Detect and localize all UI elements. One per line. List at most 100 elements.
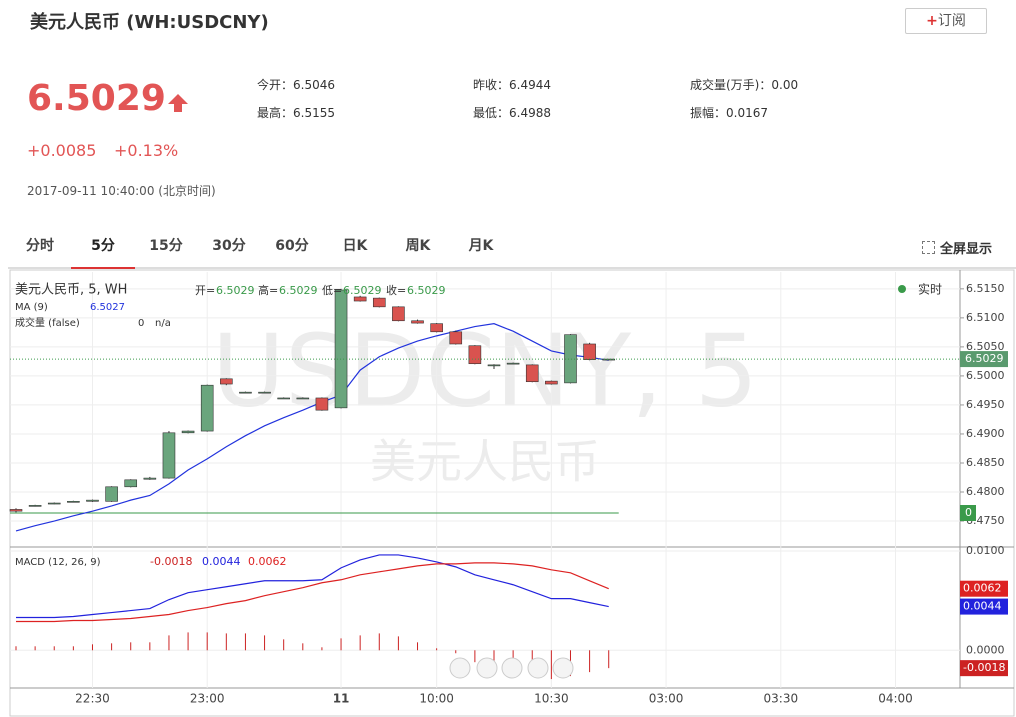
price: 6.5029 — [27, 78, 166, 119]
stat: 昨收：6.4944 — [473, 78, 551, 92]
tab[interactable]: 分时 — [26, 238, 54, 254]
tab[interactable]: 周K — [405, 238, 431, 254]
y-tick-label: 6.4850 — [966, 456, 1005, 469]
candle-body — [583, 343, 596, 360]
tab[interactable]: 30分 — [212, 238, 246, 254]
change-pct: +0.13% — [114, 141, 179, 160]
y-tick-label: 6.5050 — [966, 340, 1005, 353]
dea-line — [16, 562, 609, 623]
ohlc-value: 6.5029 — [216, 284, 255, 297]
fullscreen-icon — [921, 241, 935, 254]
x-tick-label: 10:00 — [419, 692, 454, 706]
stat: 今开：6.5046 — [257, 78, 335, 92]
volume-tag-label: 0 — [965, 506, 972, 519]
candle-body — [181, 430, 195, 434]
nav-button[interactable] — [476, 657, 498, 679]
up-arrow — [168, 94, 188, 104]
fullscreen-button[interactable]: 全屏显示 — [921, 238, 992, 257]
candle-body — [9, 509, 23, 512]
nav-button[interactable] — [552, 657, 574, 679]
candle-body — [162, 432, 176, 479]
candle-body — [28, 505, 42, 507]
tab[interactable]: 5分 — [71, 225, 135, 269]
title: 美元人民币 (WH:USDCNY) — [30, 12, 269, 33]
tab[interactable]: 60分 — [275, 238, 309, 254]
histogram-tag-label: -0.0018 — [963, 661, 1005, 674]
macd-legend-value: 0.0044 — [202, 555, 241, 568]
candle-body — [506, 362, 520, 365]
candle-body — [296, 397, 310, 400]
x-tick-label: 22:30 — [75, 692, 110, 706]
tab[interactable]: 15分 — [149, 238, 183, 254]
subscribe-button[interactable]: +订阅 — [905, 8, 987, 34]
nav-button[interactable] — [527, 657, 549, 679]
nav-button[interactable] — [449, 657, 471, 679]
candle-body — [545, 380, 558, 385]
macd-legend-value: 0.0062 — [248, 555, 287, 568]
fullscreen-text: 全屏显示 — [939, 242, 992, 257]
ohlc-value: 6.5029 — [279, 284, 318, 297]
candle-body — [449, 331, 463, 345]
candle-body — [372, 297, 386, 308]
candle-body — [258, 391, 271, 394]
candle-body — [200, 384, 214, 432]
candle-body — [315, 397, 329, 411]
dif-tag — [960, 598, 1008, 615]
candle-body — [411, 320, 424, 324]
chart-frame — [9, 269, 1015, 717]
candle-body — [525, 364, 539, 383]
candle-body — [430, 323, 443, 333]
dif-line — [16, 554, 609, 619]
candle-body — [67, 501, 80, 503]
tab[interactable]: 日K — [342, 238, 368, 254]
realtime: 实时 — [918, 282, 942, 297]
plus: + — [926, 13, 938, 29]
y-tick-label: 6.4950 — [966, 398, 1005, 411]
realtime-dot — [898, 285, 906, 293]
ma-legend-value: 6.5027 — [90, 302, 125, 313]
candle-body — [602, 358, 616, 361]
ohlc-value: 6.5029 — [343, 284, 382, 297]
ohlc-label: 开= — [195, 284, 215, 297]
y-tick-label: 6.4800 — [966, 485, 1005, 498]
legend-title: 美元人民币, 5, WH — [15, 283, 127, 298]
histogram-tag — [960, 660, 1008, 677]
candle-body — [220, 378, 233, 385]
last-price-label: 6.5029 — [965, 352, 1004, 365]
candle-body — [143, 477, 157, 480]
dif-tag-label: 0.0044 — [963, 600, 1002, 613]
y-tick-label: 6.5100 — [966, 311, 1005, 324]
candle-body — [334, 289, 348, 409]
candle-body — [564, 334, 577, 384]
ohlc-label: 收= — [386, 283, 406, 297]
ohlc-label: 高= — [258, 283, 278, 297]
ohlc-label: 低= — [322, 284, 342, 297]
tab-bar: 分时 5分 15分 30分 60分 日K 周K 月K — [8, 225, 1016, 269]
candle-body — [86, 499, 99, 502]
y-tick-label: 6.5150 — [966, 282, 1005, 295]
x-tick-label: 03:30 — [764, 692, 799, 706]
candle-body — [353, 296, 367, 302]
ma-line — [15, 323, 609, 532]
x-tick-label: 10:30 — [534, 692, 569, 706]
candle-body — [124, 479, 138, 488]
macd-legend: MACD (12, 26, 9) — [15, 557, 101, 568]
ohlc-value: 6.5029 — [407, 284, 446, 297]
subscribe-text: 订阅 — [937, 13, 966, 29]
candle-body — [239, 391, 252, 394]
volume-tag — [960, 505, 976, 521]
quote-time: 2017-09-11 10:40:00 (北京时间) — [27, 184, 216, 198]
nav-button[interactable] — [501, 657, 523, 679]
dea-tag — [960, 580, 1008, 597]
watermark: 美元人民币 — [370, 435, 600, 489]
y-tick-label: 6.5000 — [966, 369, 1005, 382]
last-price-tag — [960, 351, 1008, 368]
tab[interactable]: 月K — [468, 238, 494, 254]
change: +0.0085 — [27, 141, 97, 160]
x-tick-label: 11 — [333, 692, 350, 706]
candle-body — [487, 364, 501, 367]
stat: 最低：6.4988 — [473, 106, 551, 120]
candle-body — [105, 486, 118, 502]
